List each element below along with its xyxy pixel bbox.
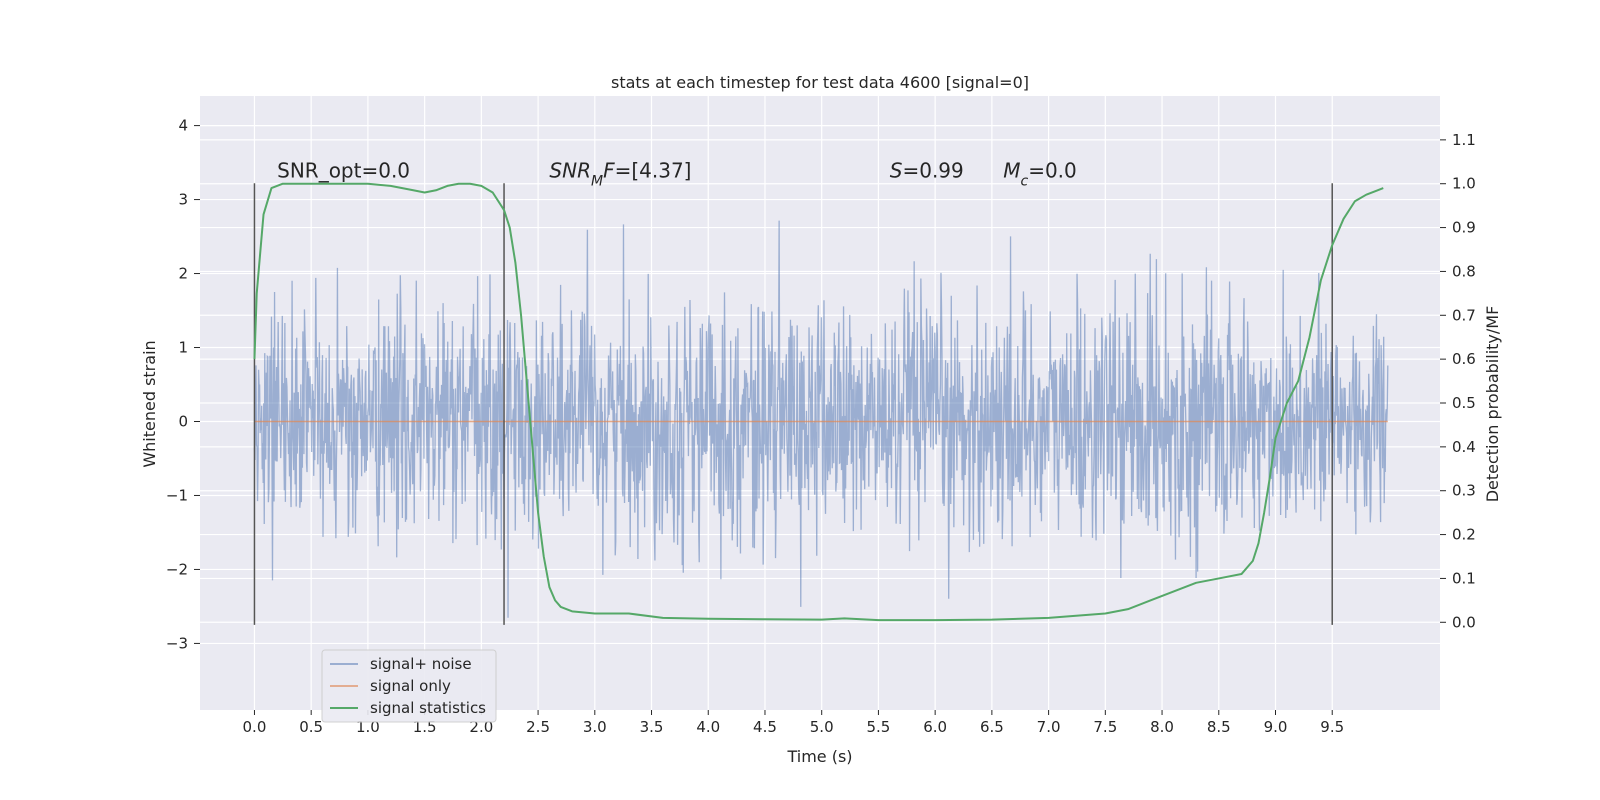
- x-tick-label-14: 7.0: [1037, 718, 1061, 736]
- y-axis-label: Whitened strain: [140, 340, 159, 467]
- y2-tick-label-9: 0.9: [1452, 219, 1476, 237]
- y2-tick-label-2: 0.2: [1452, 526, 1476, 544]
- x-tick-label-17: 8.5: [1207, 718, 1231, 736]
- y-tick-label-6: 3: [178, 191, 188, 209]
- chart-title: stats at each timestep for test data 460…: [611, 73, 1029, 92]
- y2-tick-label-6: 0.6: [1452, 350, 1476, 368]
- legend-label-signal-plus-noise: signal+ noise: [370, 655, 472, 673]
- y2-axis-ticks: 0.0 0.1 0.2 0.3 0.4 0.5 0.6 0.7 0.8 0.9 1.0 1.1: [1440, 131, 1476, 631]
- y2-tick-label-8: 0.8: [1452, 262, 1476, 280]
- y-tick-label-4: 1: [178, 339, 188, 357]
- x-tick-label-6: 3.0: [583, 718, 607, 736]
- y-tick-label-0: −3: [166, 634, 188, 652]
- y-tick-label-2: −1: [166, 486, 188, 504]
- y2-tick-label-0: 0.0: [1452, 613, 1476, 631]
- y2-tick-label-11: 1.1: [1452, 131, 1476, 149]
- annotation-0: SNR_opt=0.0: [277, 158, 410, 182]
- y-tick-label-3: 0: [178, 412, 188, 430]
- y-tick-label-5: 2: [178, 265, 188, 283]
- annotation-2: S=0.99: [890, 158, 964, 182]
- x-tick-label-10: 5.0: [810, 718, 834, 736]
- annotation-3-part-0: M: [1003, 158, 1020, 182]
- x-tick-label-7: 3.5: [640, 718, 664, 736]
- y2-tick-label-5: 0.5: [1452, 394, 1476, 412]
- series-signal-plus-noise: [253, 220, 1389, 618]
- noise-trace: [253, 220, 1389, 618]
- y2-tick-label-1: 0.1: [1452, 569, 1476, 587]
- annotation-2-part-1: =0.99: [902, 158, 963, 182]
- series-signal-statistics: [253, 182, 1384, 622]
- annotation-3-part-2: =0.0: [1028, 158, 1077, 182]
- y2-axis-label: Detection probability/MF: [1483, 306, 1502, 503]
- y2-tick-label-10: 1.0: [1452, 175, 1476, 193]
- statistics-line: [253, 182, 1384, 622]
- annotation-0-part-0: SNR_opt=0.0: [277, 158, 410, 182]
- annotation-1-part-0: SNR: [549, 158, 591, 182]
- x-tick-label-15: 7.5: [1093, 718, 1117, 736]
- x-tick-label-11: 5.5: [866, 718, 890, 736]
- annotation-2-part-0: S: [890, 158, 903, 182]
- x-tick-label-8: 4.0: [696, 718, 720, 736]
- annotation-3: Mc=0.0: [1003, 158, 1077, 189]
- x-tick-label-1: 0.5: [299, 718, 323, 736]
- x-tick-label-16: 8.0: [1150, 718, 1174, 736]
- x-tick-label-12: 6.0: [923, 718, 947, 736]
- annotations: SNR_opt=0.0 SNRMF=[4.37] S=0.99 Mc=0.0: [277, 158, 1077, 189]
- x-tick-label-18: 9.0: [1264, 718, 1288, 736]
- legend-label-signal-statistics: signal statistics: [370, 699, 486, 717]
- x-tick-label-9: 4.5: [753, 718, 777, 736]
- x-axis-ticks: 0.0 0.5 1.0 1.5 2.0 2.5 3.0 3.5 4.0 4.5 5.0 5.5 6.0 6…: [243, 710, 1344, 736]
- y-axis-ticks: −3 −2 −1 0 1 2 3 4: [166, 117, 200, 652]
- annotation-3-part-1: c: [1020, 173, 1028, 189]
- legend-label-signal-only: signal only: [370, 677, 451, 695]
- y2-tick-label-4: 0.4: [1452, 438, 1476, 456]
- annotation-1-part-2: F: [603, 158, 615, 182]
- x-tick-label-13: 6.5: [980, 718, 1004, 736]
- x-tick-label-0: 0.0: [243, 718, 267, 736]
- marker-lines: [253, 183, 1333, 625]
- legend: signal+ noise signal only signal statist…: [321, 649, 497, 723]
- y-tick-label-1: −2: [166, 560, 188, 578]
- y-tick-label-7: 4: [178, 117, 188, 135]
- x-axis-label: Time (s): [786, 747, 852, 766]
- legend-box: [321, 649, 497, 723]
- annotation-1: SNRMF=[4.37]: [549, 158, 691, 189]
- annotation-1-part-1: M: [591, 173, 603, 189]
- y2-tick-label-3: 0.3: [1452, 482, 1476, 500]
- y2-tick-label-7: 0.7: [1452, 306, 1476, 324]
- x-tick-label-19: 9.5: [1320, 718, 1344, 736]
- annotation-1-part-3: =[4.37]: [615, 158, 692, 182]
- x-tick-label-5: 2.5: [526, 718, 550, 736]
